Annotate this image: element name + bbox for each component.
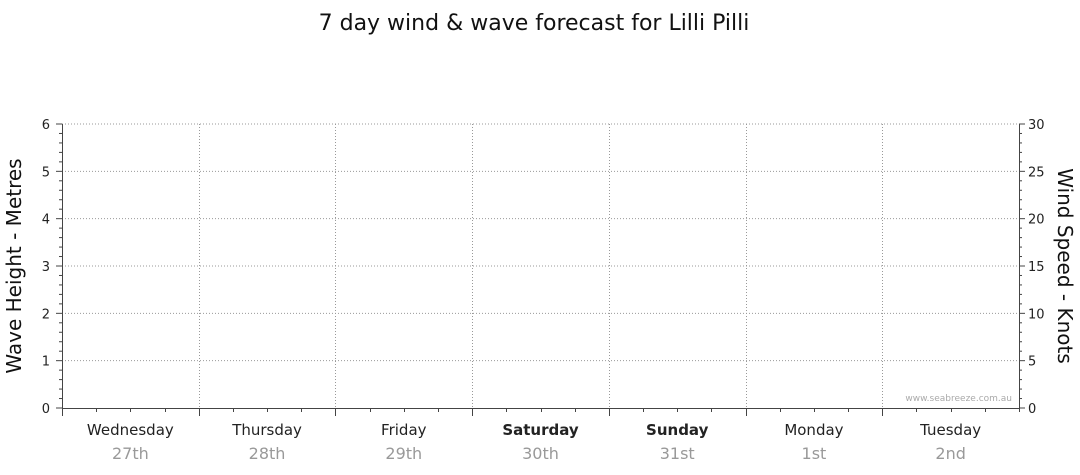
date-label: 31st [660, 444, 695, 463]
right-tick-label: 30 [1028, 118, 1045, 133]
date-label: 2nd [935, 444, 965, 463]
day-label: Monday [784, 421, 843, 439]
watermark-text: www.seabreeze.com.au [905, 394, 1012, 404]
day-label: Saturday [502, 421, 579, 439]
date-label: 29th [385, 444, 422, 463]
left-tick-label: 0 [42, 402, 50, 417]
date-label: 30th [522, 444, 559, 463]
day-label: Tuesday [919, 421, 981, 439]
left-tick-label: 2 [42, 307, 50, 322]
left-axis-title: Wave Height - Metres [2, 158, 26, 373]
right-axis-title: Wind Speed - Knots [1053, 168, 1077, 364]
right-tick-label: 10 [1028, 307, 1045, 322]
right-tick-label: 0 [1028, 402, 1036, 417]
date-label: 1st [802, 444, 827, 463]
right-tick-label: 5 [1028, 355, 1036, 370]
left-tick-label: 1 [42, 355, 50, 370]
labels-layer: 0 1 2 3 4 5 6 0 5 10 15 20 25 30 Wednesday 27th Thursday… [42, 118, 1045, 463]
left-tick-label: 5 [42, 165, 50, 180]
axes-layer [56, 123, 1025, 416]
date-label: 27th [112, 444, 149, 463]
right-tick-label: 20 [1028, 213, 1045, 228]
day-label: Thursday [231, 421, 302, 439]
grid-layer [62, 123, 1019, 408]
right-tick-label: 15 [1028, 260, 1045, 275]
day-label: Wednesday [87, 421, 174, 439]
chart-title: 7 day wind & wave forecast for Lilli Pil… [319, 11, 750, 36]
right-tick-label: 25 [1028, 165, 1045, 180]
date-label: 28th [249, 444, 286, 463]
left-tick-label: 6 [42, 118, 50, 133]
day-label: Sunday [646, 421, 709, 439]
left-tick-label: 3 [42, 260, 50, 275]
day-label: Friday [381, 421, 427, 439]
left-tick-label: 4 [42, 213, 50, 228]
